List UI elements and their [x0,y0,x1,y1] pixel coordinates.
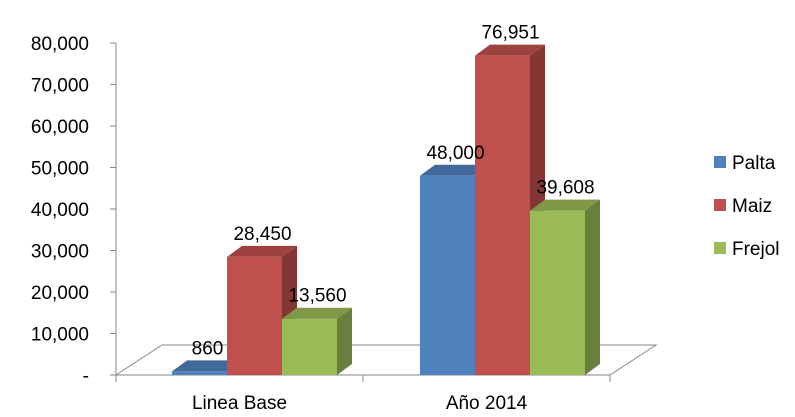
bar-frejol-1 [530,199,600,375]
data-label: 13,560 [288,286,346,307]
data-label: 76,951 [481,23,539,44]
bar-front [530,210,585,375]
legend-item-frejol: Frejol [714,239,780,260]
x-category-label: Año 2014 [446,393,528,414]
bar-front [420,175,475,375]
bar-front [227,256,282,375]
bar-top [282,307,352,319]
data-label: 48,000 [426,143,484,164]
y-tick-label: 70,000 [31,76,89,97]
bar-side [337,307,352,375]
legend-label: Maiz [732,196,772,217]
legend-label: Frejol [732,239,780,260]
data-label: 39,608 [536,178,594,199]
bar-top [227,245,297,257]
y-tick-label: 30,000 [31,242,89,263]
y-tick-label: 40,000 [31,200,89,221]
data-label: 28,450 [233,224,291,245]
data-label: 860 [192,338,224,359]
bar-side [585,199,600,375]
bar-top [475,44,545,56]
y-tick-label: 50,000 [31,159,89,180]
y-tick-label: 20,000 [31,283,89,304]
x-category-label: Linea Base [192,393,287,414]
legend: Palta Maiz Frejol [714,153,780,260]
y-tick-label: 10,000 [31,325,89,346]
legend-swatch [714,156,726,168]
bar-front [172,371,227,375]
bar-front [475,55,530,375]
labels-layer: 860 28,450 13,560 48,000 76,951 39,608 [192,23,595,360]
bar-top [530,199,600,211]
y-tick-label: 60,000 [31,117,89,138]
bar-top [172,360,242,372]
bar-frejol-0 [282,307,352,375]
legend-swatch [714,242,726,254]
bar-top [420,164,490,176]
y-tick-label: - [83,366,89,387]
legend-swatch [714,199,726,211]
legend-item-palta: Palta [714,153,776,174]
bar-front [282,318,337,375]
legend-item-maiz: Maiz [714,196,772,217]
legend-label: Palta [732,153,776,174]
y-tick-label: 80,000 [31,34,89,55]
bars-layer [172,44,600,375]
bar-maiz-0 [227,245,297,375]
